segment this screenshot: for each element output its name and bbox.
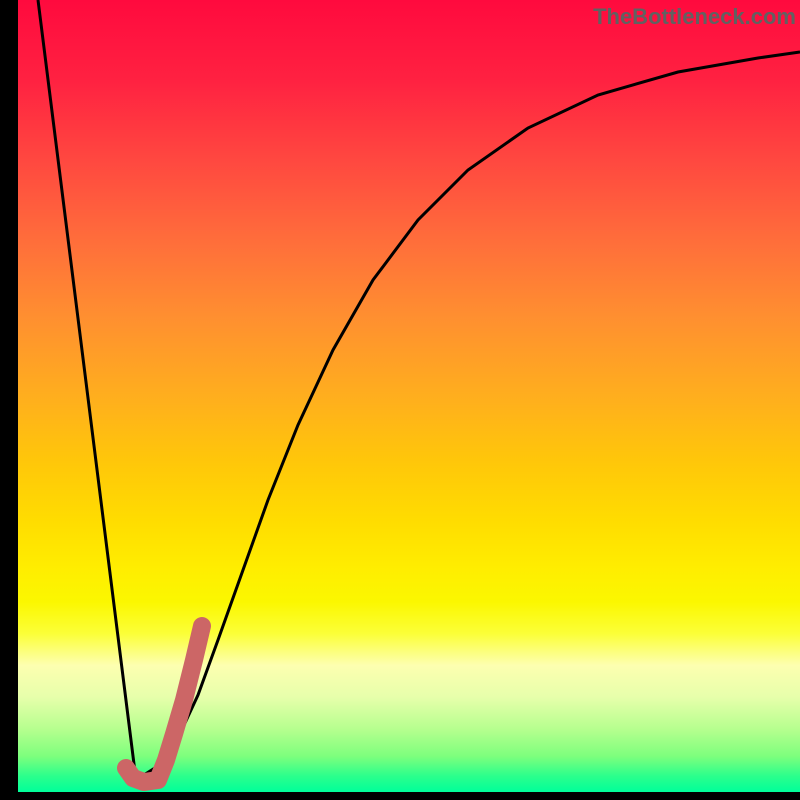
plot-area: TheBottleneck.com	[18, 0, 800, 792]
v-curve	[38, 0, 800, 780]
j-overlay	[126, 626, 202, 782]
curves-layer	[18, 0, 800, 792]
chart-container: TheBottleneck.com	[0, 0, 800, 800]
watermark-text: TheBottleneck.com	[593, 4, 796, 30]
